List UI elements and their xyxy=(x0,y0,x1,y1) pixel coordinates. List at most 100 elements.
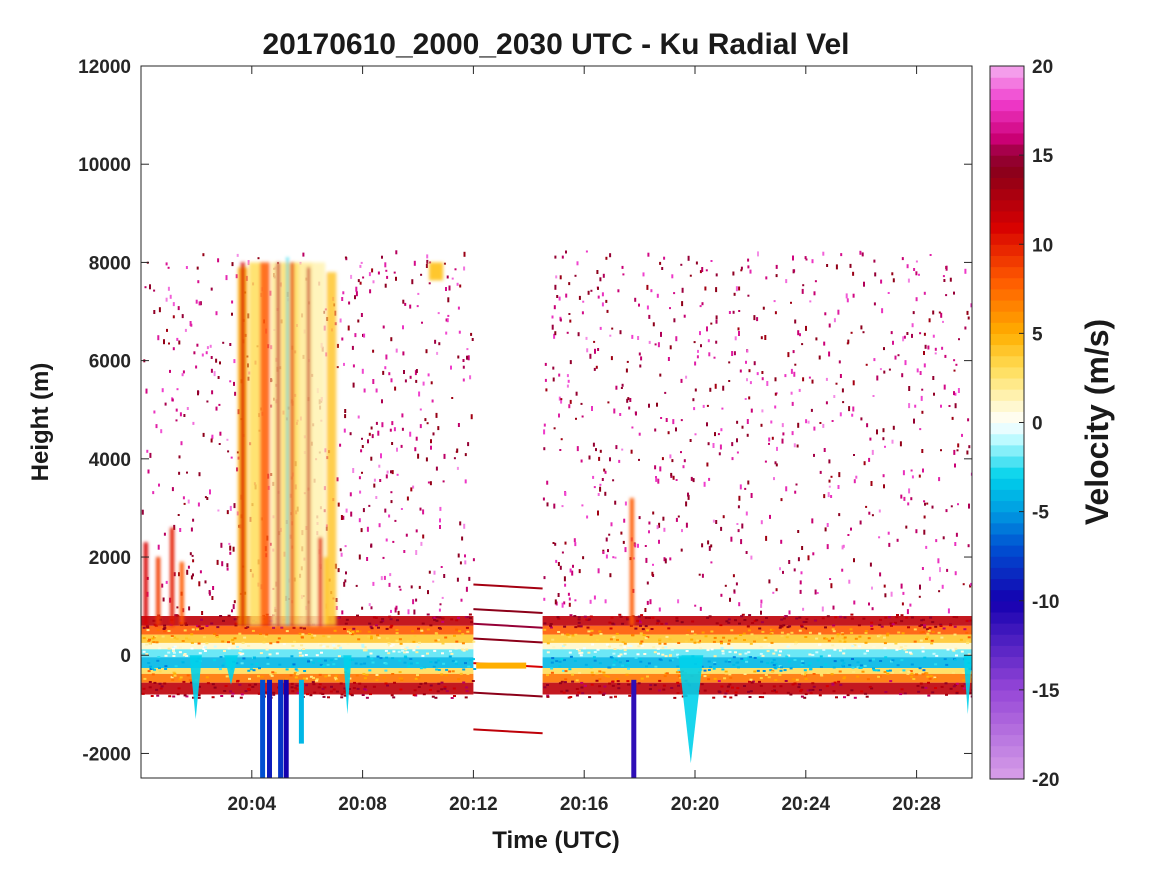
noise-pixel xyxy=(204,496,207,499)
band-speck xyxy=(935,654,939,657)
band-speck xyxy=(363,677,367,680)
noise-pixel xyxy=(860,325,863,330)
band-speck xyxy=(420,629,424,632)
noise-pixel xyxy=(787,352,790,358)
noise-pixel xyxy=(819,470,822,474)
band-speck xyxy=(661,653,665,656)
band-speck xyxy=(794,641,798,644)
noise-pixel xyxy=(351,345,354,350)
noise-pixel xyxy=(359,281,362,285)
colorbar-bin xyxy=(990,166,1024,179)
noise-pixel xyxy=(438,608,441,612)
band-speck xyxy=(301,633,305,636)
band-speck xyxy=(365,673,369,676)
noise-pixel xyxy=(458,330,461,334)
noise-pixel xyxy=(891,439,894,444)
noise-pixel xyxy=(830,475,833,478)
noise-pixel xyxy=(659,373,662,377)
band-speck xyxy=(907,626,910,629)
band-speck xyxy=(379,657,383,660)
noise-pixel xyxy=(915,271,918,276)
band-speck xyxy=(812,673,816,675)
x-tick-label: 20:28 xyxy=(892,794,941,815)
band-speck xyxy=(363,688,367,690)
band-speck xyxy=(822,648,826,651)
band-speck xyxy=(677,675,681,678)
band-speck xyxy=(623,649,627,652)
band-speck xyxy=(249,668,253,671)
noise-pixel xyxy=(840,253,843,257)
noise-pixel xyxy=(206,346,209,350)
band-speck xyxy=(778,654,782,657)
noise-pixel xyxy=(942,320,944,323)
noise-pixel xyxy=(703,481,706,487)
noise-pixel xyxy=(626,398,629,403)
noise-pixel xyxy=(415,550,418,555)
noise-pixel xyxy=(585,250,588,253)
band-speck xyxy=(469,617,472,619)
noise-pixel xyxy=(750,408,753,413)
band-speck xyxy=(697,641,701,644)
band-speck xyxy=(727,618,731,621)
noise-pixel xyxy=(401,427,404,431)
band-speck xyxy=(724,660,728,663)
noise-pixel xyxy=(830,583,833,589)
noise-pixel xyxy=(968,503,970,509)
noise-pixel xyxy=(884,445,886,448)
band-speck xyxy=(172,655,176,657)
band-speck xyxy=(415,651,419,654)
colorbar-bin xyxy=(990,99,1024,112)
band-speck xyxy=(592,656,596,659)
noise-pixel xyxy=(558,396,561,401)
noise-pixel xyxy=(637,543,639,548)
noise-pixel xyxy=(878,536,881,539)
noise-pixel xyxy=(456,282,459,286)
band-speck xyxy=(769,628,773,631)
band-speck xyxy=(736,687,740,690)
band-speck xyxy=(669,654,672,657)
band-speck xyxy=(359,663,363,666)
band-speck xyxy=(612,652,616,655)
band-speck xyxy=(952,685,956,688)
band-speck xyxy=(934,663,938,666)
noise-pixel xyxy=(593,367,596,371)
band-speck xyxy=(156,636,160,639)
noise-pixel xyxy=(621,448,624,451)
noise-pixel xyxy=(660,417,663,419)
band-speck xyxy=(857,645,861,648)
band-speck xyxy=(150,695,154,697)
noise-pixel xyxy=(385,538,388,542)
x-tick-label: 20:08 xyxy=(338,794,387,815)
noise-pixel xyxy=(859,520,862,525)
noise-pixel xyxy=(348,301,351,305)
noise-pixel xyxy=(670,474,673,478)
band-speck xyxy=(647,662,651,665)
band-speck xyxy=(712,640,716,643)
noise-pixel xyxy=(733,292,736,296)
noise-pixel xyxy=(921,449,924,453)
noise-pixel xyxy=(574,274,577,277)
band-speck xyxy=(230,695,234,698)
plume xyxy=(276,262,280,626)
noise-pixel xyxy=(825,401,828,405)
noise-pixel xyxy=(646,581,649,585)
noise-pixel xyxy=(430,381,433,385)
band-speck xyxy=(737,666,740,669)
band-speck xyxy=(611,622,615,625)
noise-pixel xyxy=(556,295,559,298)
band-speck xyxy=(312,683,316,686)
band-speck xyxy=(289,674,293,677)
noise-pixel xyxy=(219,431,222,436)
band-speck xyxy=(457,616,460,619)
noise-pixel xyxy=(970,582,972,586)
band-speck xyxy=(806,689,810,692)
noise-pixel xyxy=(401,413,404,418)
noise-pixel xyxy=(445,318,448,322)
band-speck xyxy=(703,689,707,692)
noise-pixel xyxy=(631,334,634,339)
noise-pixel xyxy=(720,593,723,597)
noise-pixel xyxy=(343,428,346,433)
band-speck xyxy=(878,634,882,637)
band-speck xyxy=(385,627,389,630)
band-speck xyxy=(867,637,871,640)
